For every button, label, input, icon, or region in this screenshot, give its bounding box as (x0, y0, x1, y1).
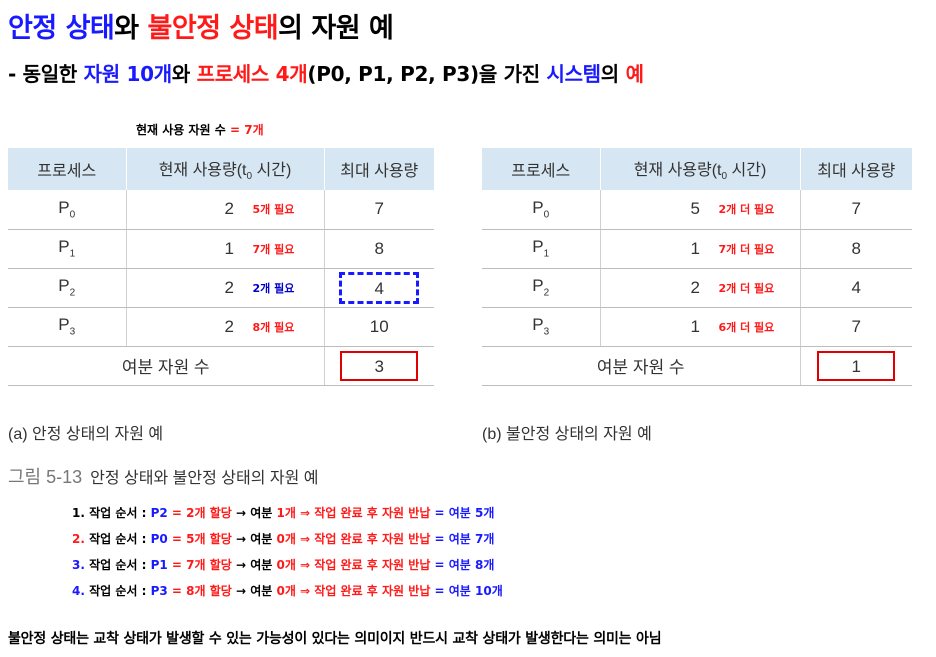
process-name: P0 (482, 190, 601, 230)
table-header-row: 프로세스 현재 사용량(t0 시간) 최대 사용량 (8, 148, 434, 190)
header-max-usage: 최대 사용량 (324, 148, 434, 190)
safe-state-table: 프로세스 현재 사용량(t0 시간) 최대 사용량 P0 2 5개 필요 7 P1… (8, 148, 434, 386)
process-name: P2 (8, 268, 127, 308)
table-row: P0 5 2개 더 필요 7 (482, 190, 912, 230)
max-usage-cell: 7 (800, 307, 912, 347)
max-usage-cell: 7 (324, 190, 434, 230)
current-usage-value: 5 (690, 199, 700, 219)
header-process: 프로세스 (8, 148, 127, 190)
current-usage-cell: 1 7개 필요 (126, 229, 325, 269)
unsafe-state-table: 프로세스 현재 사용량(t0 시간) 최대 사용량 P0 5 2개 더 필요 7 … (482, 148, 912, 386)
process-name: P1 (8, 229, 127, 269)
current-usage-value: 1 (224, 238, 234, 258)
need-note: 6개 더 필요 (718, 320, 775, 334)
table-row: P2 2 2개 필요 4 (8, 268, 434, 308)
process-name: P1 (482, 229, 601, 269)
spare-row: 여분 자원 수 1 (482, 346, 912, 386)
current-usage-cell: 1 7개 더 필요 (600, 229, 801, 269)
header-process: 프로세스 (482, 148, 601, 190)
need-note: 7개 필요 (252, 242, 295, 256)
need-note: 2개 필요 (252, 281, 295, 295)
process-name: P3 (482, 307, 601, 347)
header-current-usage: 현재 사용량(t0 시간) (126, 148, 325, 190)
current-usage-cell: 5 2개 더 필요 (600, 190, 801, 230)
title-particle: 의 (278, 13, 312, 44)
table-header-row: 프로세스 현재 사용량(t0 시간) 최대 사용량 (482, 148, 912, 190)
caption-unsafe-table: (b) 불안정 상태의 자원 예 (482, 426, 652, 443)
subtitle-and: 와 (171, 62, 197, 86)
subtitle-processes: 프로세스 4개 (196, 62, 308, 86)
execution-order-list: 1. 작업 순서 : P2 = 2개 할당 → 여분 1개 ⇒ 작업 완료 후 … (72, 505, 503, 609)
current-usage-value: = 7개 (230, 123, 264, 137)
figure-number: 그림 5-13 (8, 467, 83, 487)
current-usage-value: 2 (224, 277, 234, 297)
footer-note: 불안정 상태는 교착 상태가 발생할 수 있는 가능성이 있다는 의미이지 반드… (8, 631, 662, 647)
list-item: 3. 작업 순서 : P1 = 7개 할당 → 여분 0개 ⇒ 작업 완료 후 … (72, 558, 495, 572)
current-usage-cell: 2 2개 더 필요 (600, 268, 801, 308)
need-note: 2개 더 필요 (718, 203, 775, 217)
process-name: P2 (482, 268, 601, 308)
current-usage-value: 2 (224, 316, 234, 336)
process-name: P0 (8, 190, 127, 230)
table-row: P0 2 5개 필요 7 (8, 190, 434, 230)
process-name: P3 (8, 307, 127, 347)
table-row: P1 1 7개 필요 8 (8, 229, 434, 269)
current-usage-cell: 2 2개 필요 (126, 268, 325, 308)
title-resource-example: 자원 예 (311, 13, 394, 44)
current-usage-label: 현재 사용 자원 수 (136, 123, 230, 137)
subtitle: - 동일한 자원 10개와 프로세스 4개(P0, P1, P2, P3)을 가… (8, 58, 644, 87)
list-item: 4. 작업 순서 : P3 = 8개 할당 → 여분 0개 ⇒ 작업 완료 후 … (72, 584, 503, 598)
need-note: 7개 더 필요 (718, 242, 775, 256)
need-note: 5개 필요 (252, 203, 295, 217)
list-item: 1. 작업 순서 : P2 = 2개 할당 → 여분 1개 ⇒ 작업 완료 후 … (72, 506, 495, 520)
max-usage-cell: 10 (324, 307, 434, 347)
subtitle-example: 예 (625, 62, 644, 86)
spare-label: 여분 자원 수 (8, 346, 325, 386)
spare-value-cell: 1 (800, 346, 912, 386)
max-usage-cell: 4 (800, 268, 912, 308)
need-note: 8개 필요 (252, 320, 295, 334)
subtitle-prefix: - 동일한 (8, 62, 84, 86)
current-usage-value: 1 (690, 316, 700, 336)
max-usage-cell: 7 (800, 190, 912, 230)
spare-value-box: 1 (817, 350, 896, 381)
caption-safe-table: (a) 안정 상태의 자원 예 (8, 426, 164, 443)
table-row: P3 2 8개 필요 10 (8, 307, 434, 347)
current-usage-value: 2 (224, 199, 234, 219)
figure-caption: 그림 5-13 안정 상태와 불안정 상태의 자원 예 (8, 463, 318, 489)
table-row: P2 2 2개 더 필요 4 (482, 268, 912, 308)
subtitle-particle: 의 (600, 62, 626, 86)
current-usage-cell: 2 5개 필요 (126, 190, 325, 230)
highlight-dashed-box: 4 (339, 271, 420, 304)
current-usage-value: 2 (690, 277, 700, 297)
spare-value-cell: 3 (324, 346, 434, 386)
list-item: 2. 작업 순서 : P0 = 5개 할당 → 여분 0개 ⇒ 작업 완료 후 … (72, 532, 495, 546)
current-usage-cell: 2 8개 필요 (126, 307, 325, 347)
page-title: 안정 상태와 불안정 상태의 자원 예 (8, 6, 394, 45)
spare-value-box: 3 (340, 350, 419, 381)
subtitle-system: 시스템 (546, 62, 601, 86)
title-unsafe-state: 불안정 상태 (147, 13, 279, 44)
need-note: 2개 더 필요 (718, 281, 775, 295)
figure-caption-text: 안정 상태와 불안정 상태의 자원 예 (90, 470, 319, 487)
subtitle-process-list: (P0, P1, P2, P3)을 가진 (307, 62, 547, 86)
table-row: P1 1 7개 더 필요 8 (482, 229, 912, 269)
max-usage-cell: 8 (324, 229, 434, 269)
header-current-usage: 현재 사용량(t0 시간) (600, 148, 801, 190)
title-safe-state: 안정 상태 (8, 13, 115, 44)
current-usage-note: 현재 사용 자원 수 = 7개 (136, 121, 264, 138)
table-row: P3 1 6개 더 필요 7 (482, 307, 912, 347)
subtitle-resources: 자원 10개 (83, 62, 173, 86)
max-usage-cell: 8 (800, 229, 912, 269)
current-usage-value: 1 (690, 238, 700, 258)
max-usage-cell: 4 (324, 268, 434, 308)
header-max-usage: 최대 사용량 (800, 148, 912, 190)
current-usage-cell: 1 6개 더 필요 (600, 307, 801, 347)
spare-label: 여분 자원 수 (482, 346, 801, 386)
title-connector: 와 (114, 13, 148, 44)
spare-row: 여분 자원 수 3 (8, 346, 434, 386)
